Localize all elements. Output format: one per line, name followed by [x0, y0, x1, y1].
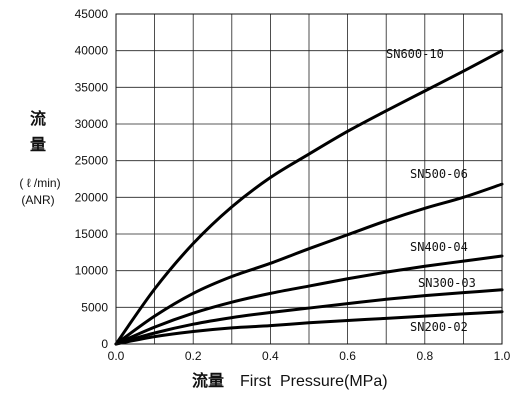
- y-tick-label: 20000: [75, 190, 109, 204]
- series-label-sn600-10: SN600-10: [386, 47, 444, 61]
- series-line-sn300-03: [114, 288, 504, 346]
- x-tick-label: 0.4: [262, 349, 279, 363]
- series-line-sn500-06: [114, 182, 504, 346]
- x-tick-label: 0.2: [185, 349, 202, 363]
- series-line-sn200-02: [114, 310, 504, 346]
- x-axis-title-cjk: 流量: [192, 371, 224, 390]
- grid: [116, 14, 502, 344]
- x-tick-label: 0.8: [416, 349, 433, 363]
- y-tick-label: 30000: [75, 117, 109, 131]
- y-axis-unit: ( ℓ /min): [19, 176, 60, 190]
- x-tick-label: 1.0: [494, 349, 511, 363]
- y-tick-label: 45000: [75, 7, 109, 21]
- x-tick-labels: 0.0 0.2 0.4 0.6 0.8 1.0: [108, 349, 511, 363]
- y-axis-title-cjk-1: 流: [30, 109, 46, 128]
- series-label-sn200-02: SN200-02: [410, 320, 468, 334]
- x-tick-label: 0.6: [339, 349, 356, 363]
- y-tick-label: 25000: [75, 154, 109, 168]
- y-axis-title-cjk-2: 量: [30, 136, 46, 154]
- y-tick-label: 40000: [75, 44, 109, 58]
- series-labels: SN600-10 SN500-06 SN400-04 SN300-03 SN200-02: [386, 47, 476, 334]
- series-label-sn500-06: SN500-06: [410, 167, 468, 181]
- series-label-sn300-03: SN300-03: [418, 276, 476, 290]
- y-tick-label: 35000: [75, 80, 109, 94]
- y-tick-label: 15000: [75, 227, 109, 241]
- series-line-sn600-10: [114, 49, 504, 346]
- x-axis-title: First Pressure(MPa): [240, 373, 388, 390]
- series-label-sn400-04: SN400-04: [410, 240, 468, 254]
- y-tick-label: 10000: [75, 264, 109, 278]
- series-lines: [114, 49, 504, 346]
- y-axis-unit-anr: (ANR): [21, 193, 54, 207]
- y-tick-labels: 0 5000 10000 15000 20000 25000 30000 35000 40000…: [75, 7, 109, 351]
- x-tick-label: 0.0: [108, 349, 125, 363]
- series-line-sn400-04: [114, 254, 504, 346]
- y-tick-label: 0: [101, 337, 108, 351]
- y-tick-label: 5000: [81, 300, 108, 314]
- plot-frame: [115, 13, 503, 345]
